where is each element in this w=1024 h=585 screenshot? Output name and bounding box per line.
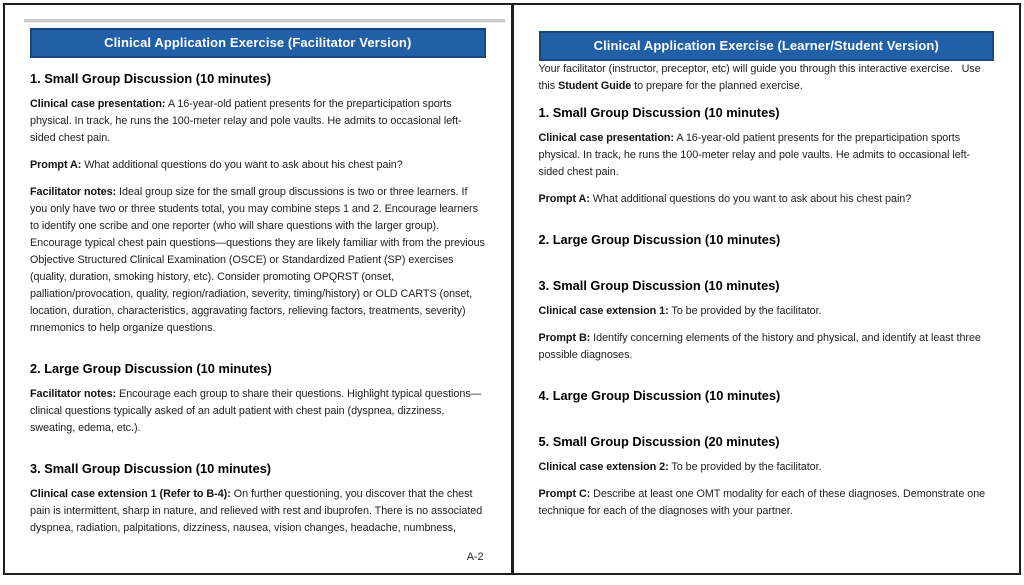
document-viewer-frame: Clinical Application Exercise (Facilitat… <box>3 3 1021 575</box>
facilitator-section-2-heading: 2. Large Group Discussion (10 minutes) <box>30 361 272 376</box>
facilitator-section-1-heading: 1. Small Group Discussion (10 minutes) <box>30 71 272 86</box>
page-number: A-2 <box>466 551 484 563</box>
learner-prompt-c: Prompt C: Describe at least one OMT moda… <box>539 486 995 520</box>
learner-section-3-heading: 3. Small Group Discussion (10 minutes) <box>538 278 780 293</box>
learner-prompt-b-text: Identify concerning elements of the hist… <box>538 332 984 361</box>
learner-prompt-a-text: What additional questions do you want to… <box>589 193 912 205</box>
learner-banner-title: Clinical Application Exercise (Learner/S… <box>593 38 939 53</box>
learner-case-presentation-text: A 16-year-old patient presents for the p… <box>538 132 971 178</box>
learner-section-4-heading: 4. Large Group Discussion (10 minutes) <box>538 388 781 403</box>
learner-intro: Your facilitator (instructor, preceptor,… <box>539 61 995 95</box>
learner-case-extension-1: Clinical case extension 1: To be provide… <box>539 303 995 320</box>
facilitator-page: Clinical Application Exercise (Facilitat… <box>5 5 511 573</box>
learner-intro-before: Your facilitator (instructor, preceptor,… <box>538 63 984 92</box>
facilitator-prompt-a-text: What additional questions do you want to… <box>81 159 403 171</box>
learner-page: Clinical Application Exercise (Learner/S… <box>513 5 1019 573</box>
learner-prompt-c-label: Prompt C: <box>538 488 591 500</box>
facilitator-banner: Clinical Application Exercise (Facilitat… <box>30 28 486 58</box>
facilitator-notes-1: Facilitator notes: Ideal group size for … <box>30 184 486 337</box>
facilitator-section-3-heading: 3. Small Group Discussion (10 minutes) <box>30 461 272 476</box>
facilitator-case-extension-1: Clinical case extension 1 (Refer to B-4)… <box>30 486 486 537</box>
facilitator-notes-2-text: Encourage each group to share their ques… <box>30 388 482 434</box>
page-break-line <box>24 19 505 23</box>
facilitator-prompt-a-label: Prompt A: <box>30 159 82 171</box>
learner-case-extension-2-label: Clinical case extension 2: <box>538 461 669 473</box>
learner-section-1-heading: 1. Small Group Discussion (10 minutes) <box>538 105 780 120</box>
facilitator-prompt-a: Prompt A: What additional questions do y… <box>30 157 486 174</box>
facilitator-notes-2: Facilitator notes: Encourage each group … <box>30 386 486 437</box>
learner-intro-after: to prepare for the planned exercise. <box>631 80 803 92</box>
learner-prompt-c-text: Describe at least one OMT modality for e… <box>538 488 989 517</box>
learner-case-extension-2: Clinical case extension 2: To be provide… <box>539 459 995 476</box>
learner-prompt-a-label: Prompt A: <box>538 193 590 205</box>
facilitator-case-extension-1-label: Clinical case extension 1 (Refer to B-4)… <box>30 488 231 500</box>
learner-case-extension-1-text: To be provided by the facilitator. <box>668 305 822 317</box>
learner-case-presentation: Clinical case presentation: A 16-year-ol… <box>539 130 995 181</box>
learner-case-extension-1-label: Clinical case extension 1: <box>538 305 669 317</box>
facilitator-notes-1-label: Facilitator notes: <box>30 186 117 198</box>
facilitator-banner-title: Clinical Application Exercise (Facilitat… <box>104 35 412 50</box>
facilitator-case-extension-1-text: On further questioning, you discover tha… <box>30 488 486 534</box>
facilitator-case-presentation-text: A 16-year-old patient presents for the p… <box>30 98 462 144</box>
learner-prompt-b-label: Prompt B: <box>538 332 591 344</box>
facilitator-notes-2-label: Facilitator notes: <box>30 388 117 400</box>
learner-prompt-b: Prompt B: Identify concerning elements o… <box>539 330 995 364</box>
learner-case-presentation-label: Clinical case presentation: <box>538 132 675 144</box>
learner-section-2-heading: 2. Large Group Discussion (10 minutes) <box>538 232 781 247</box>
learner-banner: Clinical Application Exercise (Learner/S… <box>538 31 994 61</box>
learner-prompt-a: Prompt A: What additional questions do y… <box>539 191 995 208</box>
page-divider <box>510 5 514 573</box>
learner-case-extension-2-text: To be provided by the facilitator. <box>668 461 822 473</box>
facilitator-case-presentation: Clinical case presentation: A 16-year-ol… <box>30 96 486 147</box>
learner-intro-student-guide: Student Guide <box>558 80 632 92</box>
facilitator-notes-1-text: Ideal group size for the small group dis… <box>30 186 488 334</box>
learner-section-5-heading: 5. Small Group Discussion (20 minutes) <box>538 434 780 449</box>
facilitator-case-presentation-label: Clinical case presentation: <box>30 98 166 110</box>
